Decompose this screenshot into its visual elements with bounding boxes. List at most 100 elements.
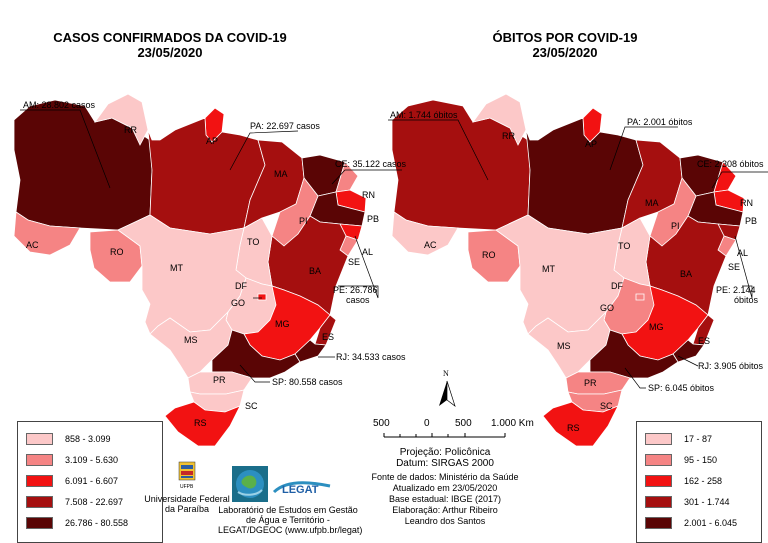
label2-go: GO <box>600 303 614 313</box>
label-se: SE <box>348 257 360 267</box>
map1-callout-sp: SP: 80.558 casos <box>272 377 343 387</box>
label2-pr: PR <box>584 378 597 388</box>
map1-callout-ce: CE: 35.122 casos <box>335 159 407 169</box>
map1-legend-label: 6.091 - 6.607 <box>65 475 119 486</box>
label-pi: PI <box>299 216 308 226</box>
map1-callout-am: AM: 28.802 casos <box>23 100 96 110</box>
label2-df: DF <box>611 281 623 291</box>
map2-callout-rj: RJ: 3.905 óbitos <box>698 361 764 371</box>
map2-state-labels: RR AP MA RN PB PI TO AC RO MT AL SE BA D… <box>424 131 757 433</box>
map1-state-rs <box>164 401 241 447</box>
map2-legend-row: 2.001 - 6.045 <box>645 512 753 533</box>
legend-swatch <box>645 495 672 508</box>
info-updated: Atualizado em 23/05/2020 <box>392 483 498 493</box>
scale-label-500-left: 500 <box>373 418 390 429</box>
map2-legend-row: 301 - 1.744 <box>645 491 753 512</box>
label-mt: MT <box>170 263 183 273</box>
map1-state-ac <box>13 211 81 256</box>
map1-callout-pa: PA: 22.697 casos <box>250 121 320 131</box>
map1-title: CASOS CONFIRMADOS DA COVID-19 <box>53 30 287 45</box>
lab-name-line3: LEGAT/DGEOC (www.ufpb.br/legat) <box>218 525 363 535</box>
label2-es: ES <box>698 336 710 346</box>
map2-legend: 17 - 87 95 - 150 162 - 258 301 - 1.744 2… <box>636 421 762 543</box>
scale-bar <box>383 433 506 438</box>
label2-mg: MG <box>649 322 664 332</box>
legend-swatch <box>26 432 53 445</box>
label2-mt: MT <box>542 264 555 274</box>
map1-date: 23/05/2020 <box>137 45 203 60</box>
map1-state-df <box>257 293 267 301</box>
map1-callout-lines <box>20 109 402 383</box>
map2-title-block: ÓBITOS POR COVID-19 23/05/2020 <box>445 30 685 60</box>
label2-sc: SC <box>600 401 613 411</box>
label-ms: MS <box>184 335 198 345</box>
map1-legend-label: 7.508 - 22.697 <box>65 496 124 507</box>
map2-legend-row: 95 - 150 <box>645 449 753 470</box>
legend-swatch <box>26 495 53 508</box>
map1-callout-pe2: casos <box>346 295 370 305</box>
label-ap: AP <box>206 136 218 146</box>
map2-callout-sp: SP: 6.045 óbitos <box>648 383 715 393</box>
ufpb-name-line2: da Paraíba <box>164 504 210 514</box>
map2-legend-label: 17 - 87 <box>684 433 713 444</box>
map2-callouts: AM: 1.744 óbitos PA: 2.001 óbitos CE: 2.… <box>390 110 764 393</box>
map2-legend-label: 95 - 150 <box>684 454 718 465</box>
label-go: GO <box>231 298 245 308</box>
map2-legend-row: 162 - 258 <box>645 470 753 491</box>
label2-al: AL <box>737 248 748 258</box>
label-pb: PB <box>367 214 379 224</box>
map1-legend-label: 858 - 3.099 <box>65 433 111 444</box>
label2-ro: RO <box>482 250 496 260</box>
label-sc: SC <box>245 401 258 411</box>
label2-pb: PB <box>745 216 757 226</box>
map1-legend-row: 858 - 3.099 <box>26 428 154 449</box>
map1-callout-pe1: PE: 26.786 <box>333 285 378 295</box>
globe-logo-icon <box>232 466 268 502</box>
map2-state-df <box>635 293 645 301</box>
legat-logo-icon: LEGAT <box>272 476 332 498</box>
lab-name-line1: Laboratório de Estudos em Gestão <box>218 505 358 515</box>
label2-to: TO <box>618 241 630 251</box>
map2-state-rs <box>542 401 619 447</box>
label-ma: MA <box>274 169 288 179</box>
ufpb-name-line1: Universidade Federal <box>144 494 230 504</box>
label-mg: MG <box>275 319 290 329</box>
scale-label-0: 0 <box>424 418 430 429</box>
map1-callouts: AM: 28.802 casos PA: 22.697 casos CE: 35… <box>23 100 407 387</box>
map2-legend-label: 162 - 258 <box>684 475 723 486</box>
info-projection: Projeção: Policônica <box>399 447 491 458</box>
label-al: AL <box>362 247 373 257</box>
map2-callout-pe2: óbitos <box>734 295 759 305</box>
scale-label-1000: 1.000 Km <box>491 418 534 429</box>
map2-callout-pe1: PE: 2.144 <box>716 285 756 295</box>
map2-brazil <box>391 93 745 447</box>
legat-text: LEGAT <box>282 484 319 496</box>
map1-legend-row: 3.109 - 5.630 <box>26 449 154 470</box>
label2-ba: BA <box>680 269 692 279</box>
label-pr: PR <box>213 375 226 385</box>
map1-legend-label: 3.109 - 5.630 <box>65 454 119 465</box>
scale-label-500: 500 <box>455 418 472 429</box>
map2-date: 23/05/2020 <box>532 45 598 60</box>
map2-legend-label: 301 - 1.744 <box>684 496 730 507</box>
label-rs: RS <box>194 418 207 428</box>
map1-title-block: CASOS CONFIRMADOS DA COVID-19 23/05/2020 <box>40 30 300 60</box>
map1-legend: 858 - 3.099 3.109 - 5.630 6.091 - 6.607 … <box>17 421 163 543</box>
map1-legend-row: 26.786 - 80.558 <box>26 512 154 533</box>
north-arrow-icon: N <box>439 369 456 407</box>
label2-rs: RS <box>567 423 580 433</box>
label2-rr: RR <box>502 131 515 141</box>
map2-legend-row: 17 - 87 <box>645 428 753 449</box>
label2-ac: AC <box>424 240 437 250</box>
map1-state-labels: RR AP MA RN PB PI TO AC RO MT AL SE BA D… <box>26 125 379 428</box>
legend-swatch <box>645 453 672 466</box>
ufpb-logo-icon: UFPB <box>172 460 202 492</box>
label2-se: SE <box>728 262 740 272</box>
map-info: Projeção: Policônica Datum: SIRGAS 2000 … <box>365 447 525 527</box>
label-rr: RR <box>124 125 137 135</box>
map1-legend-row: 7.508 - 22.697 <box>26 491 154 512</box>
label-df: DF <box>235 281 247 291</box>
legend-swatch <box>26 516 53 529</box>
map2-callout-pa: PA: 2.001 óbitos <box>627 117 693 127</box>
